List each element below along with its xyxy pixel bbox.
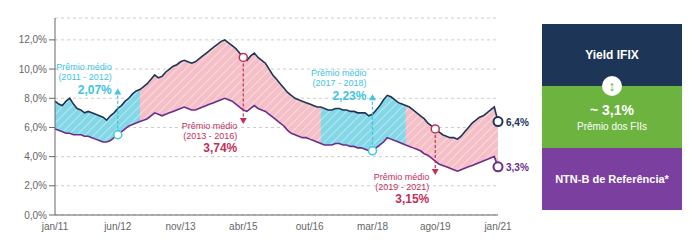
html-text:~ 3,1%: ~ 3,1% (590, 102, 634, 118)
svg-text:out/16: out/16 (296, 221, 324, 232)
svg-text:Prêmio médio: Prêmio médio (374, 172, 430, 182)
svg-text:(2011 - 2012): (2011 - 2012) (58, 72, 111, 82)
svg-text:jun/12: jun/12 (103, 221, 132, 232)
html-text:Yield IFIX: Yield IFIX (585, 48, 639, 62)
svg-text:10,0%: 10,0% (19, 64, 47, 75)
svg-text:Prêmio médio: Prêmio médio (56, 62, 112, 72)
svg-text:(2017 - 2018): (2017 - 2018) (312, 78, 366, 88)
svg-text:Prêmio médio: Prêmio médio (311, 68, 367, 78)
html-text:Prêmio dos FIIs: Prêmio dos FIIs (577, 121, 647, 132)
svg-text:0,0%: 0,0% (24, 210, 47, 221)
svg-text:4,0%: 4,0% (24, 151, 47, 162)
svg-text:3,74%: 3,74% (203, 141, 237, 155)
svg-text:2,23%: 2,23% (332, 89, 366, 103)
svg-text:nov/13: nov/13 (166, 221, 196, 232)
svg-text:abr/15: abr/15 (229, 221, 258, 232)
svg-text:3,15%: 3,15% (395, 192, 429, 206)
svg-text:jan/21: jan/21 (483, 221, 512, 232)
svg-text:2,07%: 2,07% (78, 83, 112, 97)
svg-text:ago/19: ago/19 (420, 221, 451, 232)
svg-text:2,0%: 2,0% (24, 180, 47, 191)
svg-text:(2013 - 2016): (2013 - 2016) (183, 131, 237, 141)
svg-text:jan/11: jan/11 (41, 221, 69, 232)
svg-text:Prêmio médio: Prêmio médio (182, 121, 238, 131)
svg-text:mar/18: mar/18 (357, 221, 389, 232)
html-text:NTN-B de Referência*: NTN-B de Referência* (555, 173, 669, 185)
svg-text:6,0%: 6,0% (24, 122, 47, 133)
svg-text:8,0%: 8,0% (24, 93, 47, 104)
svg-text:(2019 - 2021): (2019 - 2021) (375, 182, 429, 192)
svg-text:3,3%: 3,3% (506, 162, 529, 173)
svg-text:6,4%: 6,4% (506, 117, 529, 128)
svg-text:12,0%: 12,0% (19, 34, 47, 45)
